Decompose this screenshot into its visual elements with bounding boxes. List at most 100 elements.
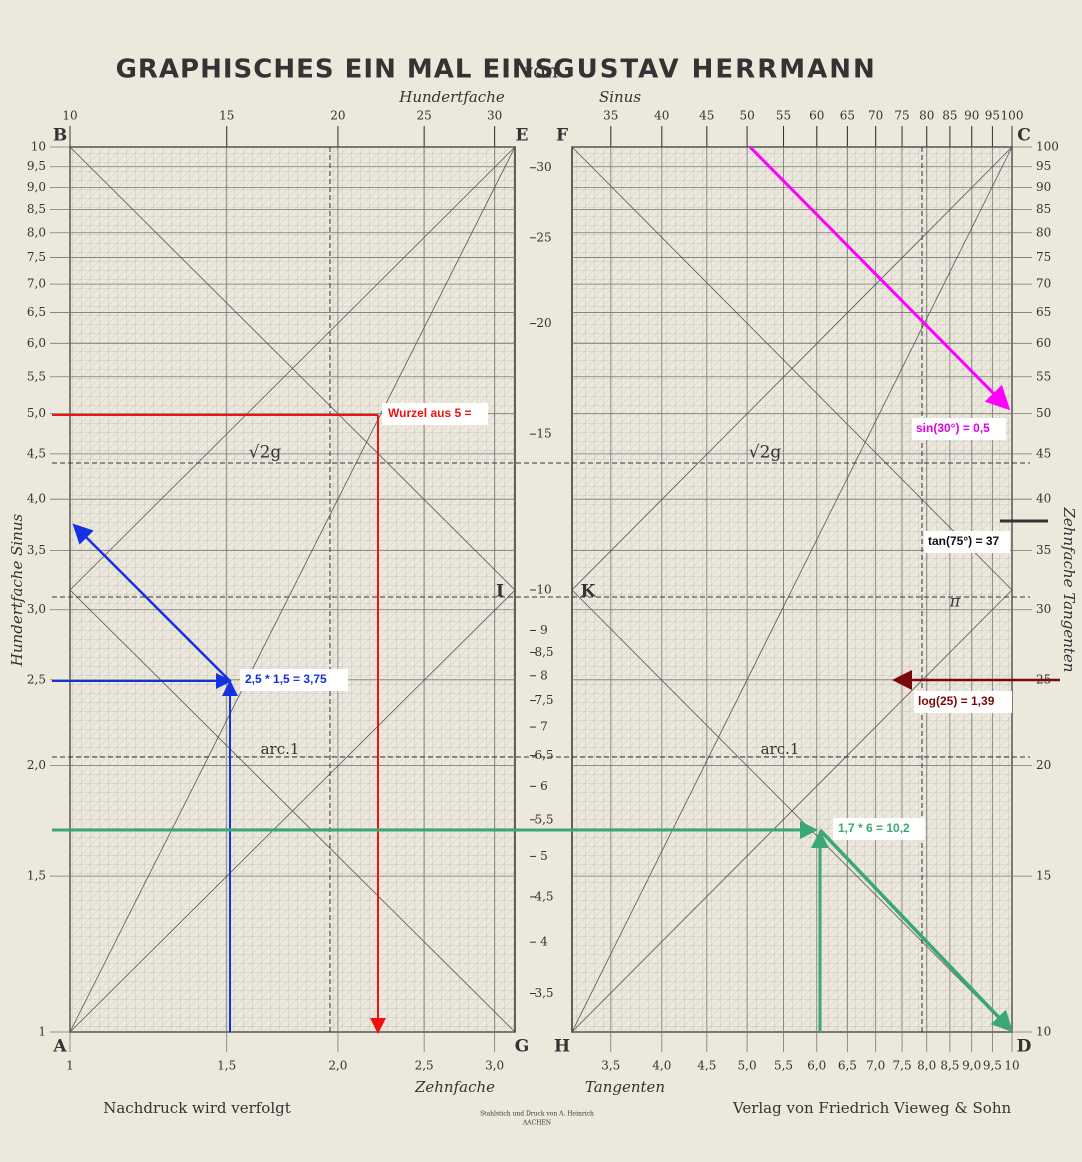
- annotation: 1,7 * 6 = 10,2: [838, 821, 910, 835]
- tick-label: 10: [1004, 1059, 1019, 1073]
- tick-label: 4: [540, 935, 548, 949]
- tick-label: 6,0: [27, 336, 46, 350]
- tick-label: 5,5: [27, 369, 46, 383]
- tick-label: 7,0: [866, 1059, 885, 1073]
- tick-label: 10: [62, 109, 77, 123]
- tick-label: 60: [1036, 336, 1051, 350]
- tick-label: 3,5: [534, 986, 553, 1000]
- tick-label: 3,5: [27, 543, 46, 557]
- tick-label: 65: [840, 109, 855, 123]
- tick-label: 8: [540, 668, 548, 682]
- tick-label: 95: [1036, 159, 1051, 173]
- tick-label: 20: [330, 109, 345, 123]
- tick-label: 3,0: [485, 1059, 504, 1073]
- tick-label: 2,5: [27, 672, 46, 686]
- tick-label: 90: [964, 109, 979, 123]
- tick-label: 95: [985, 109, 1000, 123]
- corner-label: D: [1017, 1037, 1032, 1057]
- tick-label: 80: [919, 109, 934, 123]
- tick-label: 100: [1036, 140, 1059, 154]
- tick-label: 8,0: [917, 1059, 936, 1073]
- tick-label: 100: [1001, 109, 1024, 123]
- tick-label: 20: [1036, 758, 1051, 772]
- corner-label: H: [554, 1037, 570, 1057]
- tick-label: 1: [66, 1059, 74, 1073]
- tick-label: 7,5: [893, 1059, 912, 1073]
- annotation: log(25) = 1,39: [918, 694, 995, 708]
- tick-label: 9: [540, 623, 548, 637]
- tick-label: 15: [1036, 869, 1051, 883]
- tick-label: 5,5: [774, 1059, 793, 1073]
- tick-label: 9,0: [962, 1059, 981, 1073]
- inner-label: √2g: [749, 443, 782, 463]
- footer: Verlag von Friedrich Vieweg & Sohn: [732, 1099, 1012, 1117]
- tick-label: 3,5: [601, 1059, 620, 1073]
- corner-labels: B E F C A G H D K I: [52, 126, 1031, 1057]
- tick-label: 40: [1036, 492, 1051, 506]
- tick-label: 30: [487, 109, 502, 123]
- tick-label: 75: [1036, 250, 1051, 264]
- tick-label: 7,5: [27, 250, 46, 264]
- tick-label: 70: [1036, 277, 1051, 291]
- tick-label: 35: [603, 109, 618, 123]
- tick-label: 2,5: [415, 1059, 434, 1073]
- tick-label: 6,5: [27, 305, 46, 319]
- tick-label: 4,0: [27, 492, 46, 506]
- tick-label: 9,0: [27, 180, 46, 194]
- tick-label: 10: [536, 583, 551, 597]
- diagonals: [52, 146, 1030, 1033]
- tick-label: 45: [1036, 446, 1051, 460]
- tick-label: 55: [1036, 369, 1051, 383]
- grid: [50, 127, 1032, 1052]
- inner-label: arc.1: [761, 740, 800, 758]
- title-von: von: [521, 59, 558, 83]
- axis-name: Hundertfache Sinus: [8, 514, 26, 668]
- tick-label: 25: [417, 109, 432, 123]
- annotation: tan(75°) = 37: [928, 534, 999, 548]
- tick-label: 90: [1036, 180, 1051, 194]
- tick-label: 60: [809, 109, 824, 123]
- corner-label: C: [1017, 126, 1031, 146]
- inner-label: √2g: [249, 443, 282, 463]
- title: GRAPHISCHES EIN MAL EINS: [116, 55, 555, 85]
- tick-label: 3,0: [27, 602, 46, 616]
- tick-label: 8,5: [27, 202, 46, 216]
- tick-label: 5,0: [27, 406, 46, 420]
- footer: Stahlstich und Druck von A. Heinrich: [480, 1111, 594, 1118]
- annotation: sin(30°) = 0,5: [916, 421, 990, 435]
- tick-label: 85: [942, 109, 957, 123]
- tick-label: 40: [654, 109, 669, 123]
- tick-label: 80: [1036, 225, 1051, 239]
- tick-label: 8,5: [534, 645, 553, 659]
- tick-label: 15: [536, 427, 551, 441]
- axis-name: Zehnfache: [414, 1078, 495, 1096]
- corner-label: A: [52, 1037, 67, 1057]
- tick-label: 9,5: [983, 1059, 1002, 1073]
- tick-label: 30: [536, 160, 551, 174]
- tick-label: 15: [219, 109, 234, 123]
- axis-name: Zehnfache Tangenten: [1060, 507, 1078, 673]
- tick-label: 50: [1036, 406, 1051, 420]
- tick-label: 1,5: [27, 869, 46, 883]
- axis-name: Sinus: [599, 88, 641, 106]
- corner-label: K: [581, 582, 597, 602]
- corner-label: E: [516, 126, 529, 146]
- tick-label: 7,5: [534, 693, 553, 707]
- tick-label: 70: [868, 109, 883, 123]
- tick-label: 1,5: [217, 1059, 236, 1073]
- tick-label: 2,0: [328, 1059, 347, 1073]
- tick-label: 75: [894, 109, 909, 123]
- tick-label: 6: [540, 779, 548, 793]
- corner-label: F: [556, 126, 568, 146]
- tick-label: 55: [776, 109, 791, 123]
- tick-label: 4,5: [534, 889, 553, 903]
- tick-label: 4,5: [27, 446, 46, 460]
- inner-label: arc.1: [261, 740, 300, 758]
- tick-label: 25: [1036, 672, 1051, 686]
- tick-label: 6,5: [838, 1059, 857, 1073]
- corner-label: B: [53, 126, 67, 146]
- tick-label: 85: [1036, 202, 1051, 216]
- tick-label: 4,5: [697, 1059, 716, 1073]
- tick-label: 5,0: [738, 1059, 757, 1073]
